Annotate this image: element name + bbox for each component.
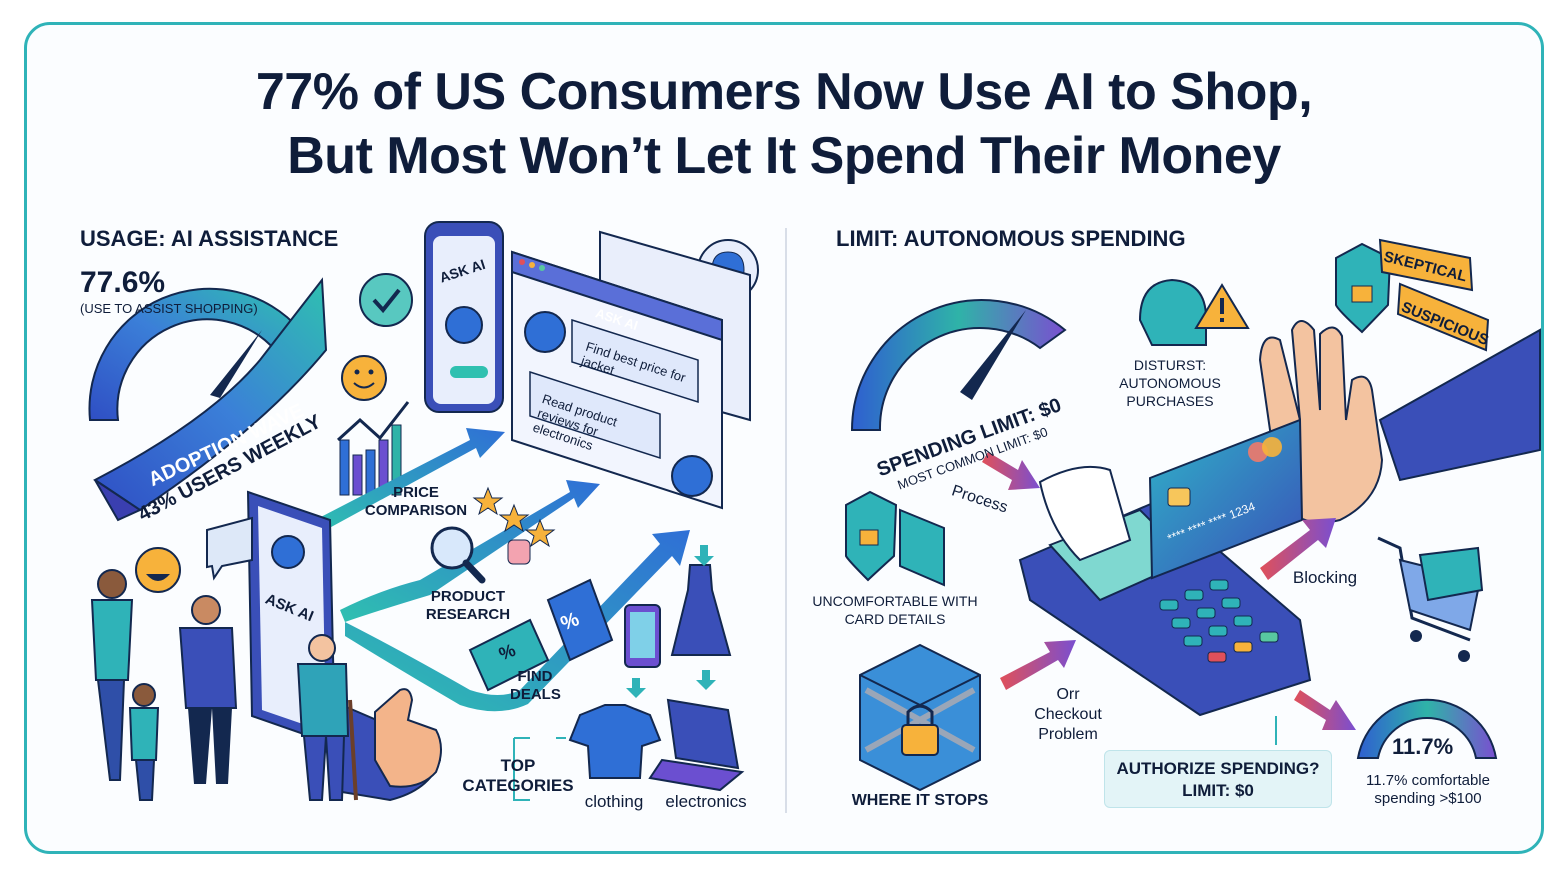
small-arrows [626,545,716,698]
price-comparison-label: PRICE COMPARISON [364,484,468,519]
blocking-label: Blocking [1292,568,1358,587]
checkout-problem-label: Orr Checkout Problem [1034,686,1102,743]
ask-ai-window [511,250,723,510]
happy-emoji-icon [135,547,181,593]
shield-lock-icon [1335,242,1392,334]
process-arrow [982,452,1040,490]
categories-bracket [513,737,566,801]
comfort-caption: 11.7% comfortable spending >$100 [1366,772,1490,807]
authorize-spending-callout: AUTHORIZE SPENDING? LIMIT: $0 [1104,750,1332,808]
distrust-label: DISTURST: AUTONOMOUS PURCHASES [1119,357,1221,409]
page-title: 77% of US Consumers Now Use AI to Shop, … [0,60,1568,188]
comfort-gauge [1356,698,1498,759]
speech-bubble-icon [206,516,253,581]
suspicious-tag [1396,282,1490,352]
category-electronics: electronics [665,792,747,811]
output-arrow [1294,690,1356,730]
category-clothing: clothing [584,792,644,811]
blocking-arrow [1260,518,1336,580]
brain-warning-icon [1138,278,1250,346]
shirt-icon [568,704,662,779]
skeptical-tag [1378,238,1474,292]
adoption-gauge-chart [88,277,328,522]
shoppers-group [90,569,358,801]
top-categories-label: TOP CATEGORIES [462,756,574,795]
product-research-label: PRODUCT RESEARCH [425,588,511,623]
spending-limit-gauge [850,299,1067,431]
where-it-stops-label: WHERE IT STOPS [851,792,989,809]
growth-chart-icon [336,401,410,496]
tablet-icon [624,604,661,668]
uncomfortable-label: UNCOMFORTABLE WITH CARD DETAILS [812,593,978,627]
usage-stat: 77.6% [80,266,166,299]
coupon-tags [468,578,614,692]
checkout-arrow [1000,640,1076,690]
shopping-cart-icon [1377,536,1484,662]
shield-card-icon [845,490,945,587]
thumbs-up-icon [329,688,442,802]
section-divider [785,228,787,813]
laptop-icon [648,698,745,792]
limit-heading: LIMIT: AUTONOMOUS SPENDING [836,226,1186,251]
upper-phone [424,221,504,413]
usage-stat-caption: (USE TO ASSIST SHOPPING) [80,301,258,316]
dress-icon [670,564,732,656]
rating-stars-icon [472,486,556,565]
smiley-emoji-icon [341,355,387,401]
title-line-2: But Most Won’t Let It Spend Their Money [287,127,1281,185]
usage-heading: USAGE: AI ASSISTANCE [80,226,339,251]
credit-card [1148,418,1304,580]
find-deals-label: FIND DEALS [510,668,561,703]
check-bubble-icon [359,273,413,327]
locked-cube-icon [859,643,981,792]
magnifier-icon [430,526,486,584]
comfort-percent: 11.7% [1392,734,1454,759]
title-line-1: 77% of US Consumers Now Use AI to Shop, [255,63,1313,121]
